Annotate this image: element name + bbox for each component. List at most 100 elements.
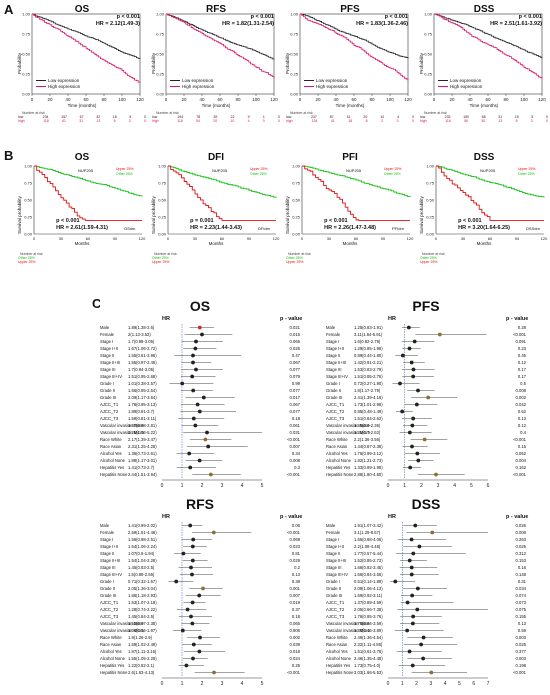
y-tick-label: 1.00: [424, 12, 433, 17]
risk-count: 13: [498, 119, 503, 123]
risk-row-high: high 116 56 30 13 6 3 0: [420, 119, 548, 123]
x-tick-label: 100: [118, 97, 126, 102]
hr-point: [195, 402, 200, 407]
hr-point: [413, 523, 418, 528]
hr-point: [190, 600, 195, 605]
forest-row: Stage II 1.07(0.6-1.94) 0.81: [100, 550, 320, 557]
km-legend: Upper 25% Other 25%: [384, 167, 402, 176]
risk-count: 3: [128, 119, 131, 123]
row-p-value: 0.025: [515, 642, 526, 647]
risk-row-label: high: [420, 119, 427, 123]
row-hr: 1.59(0.81-3.11): [128, 416, 157, 421]
hr-point: [422, 437, 427, 442]
row-p-value: 0.074: [515, 593, 526, 598]
y-tick-label: 1.00: [156, 12, 165, 17]
row-p-value: 0.3: [294, 465, 300, 470]
row-hr: 1.46(0.9-2.36): [354, 423, 381, 428]
row-p-value: 0.13: [517, 416, 526, 421]
y-tick-label: 1.00: [22, 12, 31, 17]
hr-point: [407, 430, 412, 435]
dm-label: DSSdm: [526, 226, 540, 231]
row-label: AJCC_T1: [326, 402, 345, 407]
p-value: p < 0.001: [56, 218, 80, 224]
forest-row: Stage I+II 1.67(1.06-2.72) 0.026: [100, 345, 320, 352]
x-tick-label: 40: [65, 97, 71, 102]
y-tick-label: 0.50: [292, 198, 301, 203]
row-p-value: 0.002: [289, 635, 300, 640]
row-p-value: 0.019: [289, 600, 300, 605]
hr-point: [411, 551, 416, 556]
risk-header: Number at risk: [290, 111, 313, 115]
row-hr: 1.88(1.17-3.01): [128, 458, 157, 463]
forest-row: Male 1.41(0.99-2.02) 0.06: [100, 522, 320, 529]
row-label: AJCC_T1: [100, 402, 119, 407]
p-value: p < 0.001: [518, 14, 542, 20]
x-tick-label: 30: [461, 236, 466, 241]
risk-header: Number at risk: [154, 252, 177, 256]
risk-count: 20: [213, 119, 218, 123]
km-plot-b-dss: DSS 0 30 60 90 120 0.00 0.25 0.50 0.75 1.00 NUP205 U…: [419, 152, 548, 290]
forest-row: AJCC_T3 1.51(0.84-2.62) 0.13: [326, 415, 546, 422]
row-hr: 1.89(0.91-3.7): [128, 409, 155, 414]
row-p-value: <0.001: [287, 472, 300, 477]
forest-row: Grade III 1.69(0.92-3.11) 0.074: [326, 592, 546, 599]
forest-row: AJCC_T3 1.59(0.81-3.11) 0.18: [100, 415, 320, 422]
row-label: Hepatitis None: [326, 472, 354, 477]
risk-count: 0: [545, 119, 548, 123]
row-hr: 1.42(0.91-2.21): [354, 360, 383, 365]
forest-row: Vascular invasion Micro 1.34(0.46-3.89) 0.…: [326, 627, 546, 634]
hr-point: [197, 649, 202, 654]
risk-count: 0: [277, 119, 280, 123]
y-tick-label: 1.00: [290, 12, 299, 17]
risk-count: 18: [348, 119, 353, 123]
km-plot-b-os: OS 0 30 60 90 120 0.00 0.25 0.50 0.75 1.00 NUP205 Up…: [17, 152, 146, 290]
hr-point: [437, 332, 442, 337]
x-tick-label: 20: [449, 97, 455, 102]
risk-count: 5: [531, 115, 534, 119]
y-axis-label: Survival probability: [285, 196, 290, 234]
row-label: Stage III+IV: [100, 572, 122, 577]
risk-row-label: Upper 25%: [18, 260, 36, 264]
row-hr: 1.89(1.38-2.6): [128, 325, 155, 330]
hr-point: [415, 607, 420, 612]
row-label: AJCC_T1: [326, 600, 345, 605]
hr-point: [194, 367, 198, 372]
legend-high: High expression: [170, 84, 214, 90]
risk-count: 78: [196, 115, 201, 119]
row-label: Grade III: [326, 593, 343, 598]
p-value: p < 0.001: [324, 218, 348, 224]
row-p-value: 0.148: [515, 572, 526, 577]
risk-count: 6: [113, 119, 116, 123]
x-tick-label: 120: [538, 97, 546, 102]
row-p-value: 0.162: [515, 465, 526, 470]
row-p-value: 0.034: [515, 586, 526, 591]
legend-high: High expression: [36, 84, 80, 90]
x-tick-label: 5: [261, 483, 264, 489]
row-p-value: 0.28: [517, 325, 526, 330]
p-value: p < 0.001: [458, 218, 482, 224]
forest-row: Stage I+II 1.54(1.06-2.24) 0.023: [100, 543, 320, 550]
row-hr: 2.46(1.35-4.48): [354, 656, 383, 661]
hr-point: [414, 402, 419, 407]
gene-label: NUP205: [480, 168, 496, 173]
x-tick-label: 1: [181, 483, 184, 489]
row-p-value: 0.38: [291, 579, 300, 584]
row-label: Race Asian: [326, 444, 348, 449]
forest-row: Female 2(1.13-3.52) 0.015: [100, 331, 320, 338]
row-p-value: <0.001: [287, 437, 300, 442]
row-hr: 2(1.13-3.52): [128, 332, 151, 337]
row-p-value: 0.017: [289, 395, 300, 400]
row-hr: 1.37(0.89-4.59): [354, 600, 383, 605]
forest-row: AJCC_T1 1.37(0.89-4.59) 0.073: [326, 599, 546, 606]
row-label: Stage III: [100, 367, 116, 372]
forest-row: Stage I+II 2.2(1.08-4.48) 0.025: [326, 543, 546, 550]
hr-point: [189, 614, 193, 619]
forest-row: Alcohol None 2.46(1.35-4.48) 0.003: [326, 655, 546, 662]
hr-point: [408, 465, 413, 470]
legend-high: High expression: [438, 84, 482, 90]
km-stats: p < 0.001 HR = 1.83(1.36-2.46): [356, 14, 408, 27]
risk-count: 9: [247, 115, 250, 119]
row-label: Alcohol Yes: [326, 451, 348, 456]
y-tick-label: 0.50: [424, 52, 433, 57]
hr-point: [421, 635, 426, 640]
